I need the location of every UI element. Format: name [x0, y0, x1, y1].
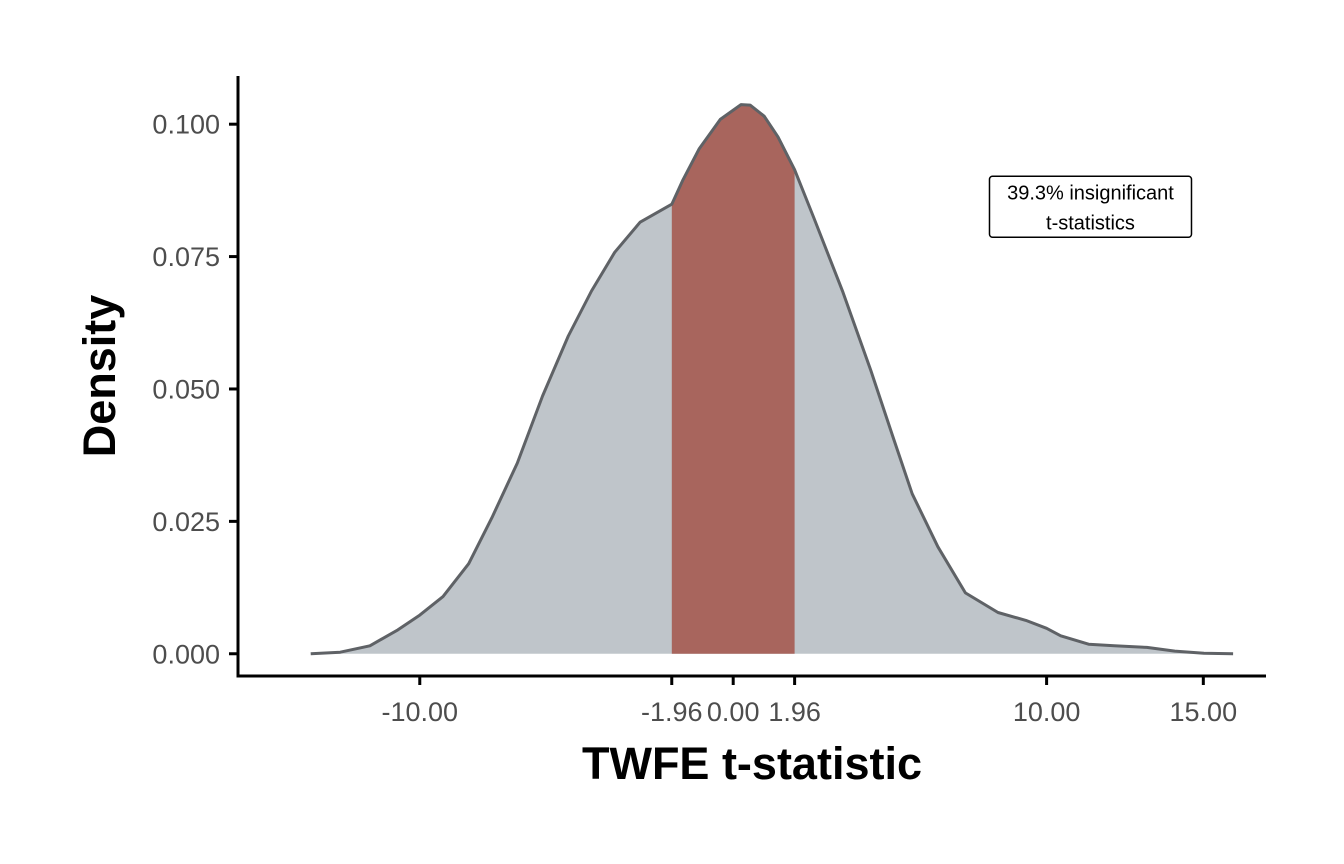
x-tick-label: 1.96 — [768, 697, 821, 727]
insignificant-region — [671, 104, 795, 654]
axes — [236, 76, 1266, 678]
y-tick-label: 0.050 — [152, 374, 220, 404]
density-areas — [310, 103, 1234, 656]
x-tick-label: -1.96 — [641, 697, 703, 727]
annotation-line-2: t-statistics — [1046, 212, 1135, 234]
y-tick-label: 0.075 — [152, 242, 220, 272]
annotation-box: 39.3% insignificant t-statistics — [988, 175, 1193, 239]
x-tick-label: -10.00 — [381, 697, 458, 727]
x-tick-label: 10.00 — [1013, 697, 1081, 727]
density-curve — [310, 103, 1234, 656]
x-tick-label: 15.00 — [1170, 697, 1238, 727]
x-tick-label: 0.00 — [707, 697, 760, 727]
y-tick-label: 0.025 — [152, 507, 220, 537]
annotation-line-1: 39.3% insignificant — [1007, 182, 1174, 204]
x-axis-title: TWFE t-statistic — [582, 738, 922, 789]
x-axis-ticks: -10.00 -1.96 0.00 1.96 10.00 15.00 — [381, 676, 1237, 727]
y-axis-title: Density — [74, 295, 125, 458]
y-tick-label: 0.100 — [152, 110, 220, 140]
y-axis-ticks: 0.000 0.025 0.050 0.075 0.100 — [152, 110, 238, 669]
y-tick-label: 0.000 — [152, 639, 220, 669]
annotation-border — [988, 175, 1193, 239]
